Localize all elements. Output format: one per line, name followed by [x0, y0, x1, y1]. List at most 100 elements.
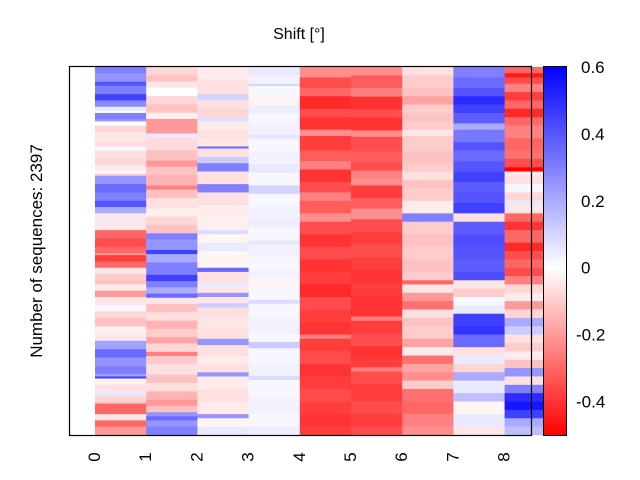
heatmap-cell [95, 349, 147, 358]
heatmap-cell [95, 326, 147, 335]
heatmap-cell [248, 348, 301, 364]
heatmap-cell [95, 119, 147, 122]
heatmap-cell [197, 67, 249, 80]
heatmap-cell [351, 170, 403, 180]
heatmap-cell [248, 278, 301, 288]
heatmap-cell [146, 426, 198, 436]
heatmap-cell [402, 87, 454, 97]
heatmap-cell [146, 383, 198, 392]
heatmap-cell [504, 409, 557, 419]
heatmap-cell [146, 416, 198, 421]
heatmap-cell [504, 301, 557, 310]
heatmap-cell [248, 164, 301, 174]
heatmap-cell [197, 328, 249, 340]
heatmap-cell [146, 312, 198, 321]
heatmap-cell [504, 100, 557, 110]
heatmap-cell [197, 303, 249, 308]
heatmap-cell [95, 246, 147, 254]
heatmap-cell [504, 292, 557, 302]
heatmap-cell [146, 133, 198, 138]
heatmap-cell [351, 96, 403, 110]
heatmap-cell [146, 104, 198, 114]
heatmap-cell [453, 414, 505, 427]
heatmap-cell [95, 253, 147, 256]
heatmap-cell [146, 304, 198, 313]
heatmap-cell [95, 110, 147, 114]
heatmap-cell [95, 142, 147, 147]
heatmap-cell [453, 259, 505, 273]
heatmap-column-3 [248, 67, 301, 436]
heatmap-cell [197, 79, 249, 95]
heatmap-cell [197, 355, 249, 365]
heatmap-cell [146, 254, 198, 263]
heatmap-cell [402, 136, 454, 151]
heatmap-cell [197, 418, 249, 427]
x-tick-label: 7 [443, 452, 462, 461]
heatmap-cell [95, 420, 147, 427]
heatmap-cell [453, 305, 505, 315]
heatmap-cell [504, 426, 557, 436]
heatmap-cell [351, 109, 403, 119]
heatmap-cell [299, 376, 352, 390]
heatmap-cell [197, 146, 249, 149]
heatmap-cell [504, 205, 557, 214]
heatmap-cell [453, 372, 505, 381]
heatmap-cell [197, 292, 249, 298]
heatmap-cell [504, 351, 557, 361]
heatmap-cell [248, 105, 301, 114]
heatmap-cell [95, 317, 147, 327]
heatmap-cell [453, 113, 505, 124]
heatmap-cell [504, 92, 557, 101]
heatmap-cell [504, 83, 557, 93]
heatmap-cell [299, 77, 352, 89]
heatmap-cell [197, 345, 249, 356]
heatmap-cell [402, 414, 454, 427]
heatmap-cell [453, 171, 505, 183]
heatmap-cell [299, 284, 352, 298]
heatmap-cell [299, 401, 352, 415]
heatmap-cell [453, 334, 505, 348]
heatmap-cell [351, 426, 403, 436]
heatmap-cell [402, 163, 454, 172]
heatmap-cell [248, 396, 301, 415]
heatmap-cell [351, 346, 403, 360]
heatmap-cell [95, 192, 147, 202]
heatmap-cell [453, 192, 505, 204]
heatmap-cell [95, 305, 147, 312]
heatmap-cell [402, 150, 454, 164]
heatmap-cell [197, 234, 249, 243]
heatmap-cell [248, 341, 301, 349]
heatmap-cell [197, 217, 249, 231]
heatmap-cell [197, 100, 249, 110]
heatmap-cell [197, 389, 249, 402]
heatmap-cell [197, 338, 249, 346]
heatmap-cell [504, 317, 557, 327]
heatmap-cell [351, 231, 403, 245]
heatmap-cell [453, 380, 505, 394]
y-axis-label: Number of sequences: 2397 [27, 144, 46, 358]
heatmap-cell [351, 130, 403, 138]
heatmap-cell [146, 274, 198, 282]
heatmap-cell [351, 244, 403, 258]
heatmap-cell [351, 320, 403, 334]
heatmap-cell [453, 104, 505, 114]
heatmap-cell [146, 420, 198, 427]
heatmap-column-2 [197, 67, 249, 436]
heatmap-cell [504, 171, 557, 177]
heatmap-cell [351, 358, 403, 368]
heatmap-cell [504, 368, 557, 377]
heatmap-cell [351, 401, 403, 415]
heatmap-cell [402, 380, 454, 390]
x-tick-labels: 0 1 2 3 4 5 6 7 8 [85, 452, 514, 461]
heatmap-cell [402, 121, 454, 131]
heatmap-cell [146, 281, 198, 288]
heatmap-cell [146, 320, 198, 330]
heatmap-cell [146, 160, 198, 168]
heatmap-cell [351, 308, 403, 317]
heatmap-cell [197, 307, 249, 319]
heatmap-cell [197, 363, 249, 373]
heatmap-cell [248, 113, 301, 123]
heatmap-cell [197, 267, 249, 273]
heatmap-cell [504, 67, 557, 74]
